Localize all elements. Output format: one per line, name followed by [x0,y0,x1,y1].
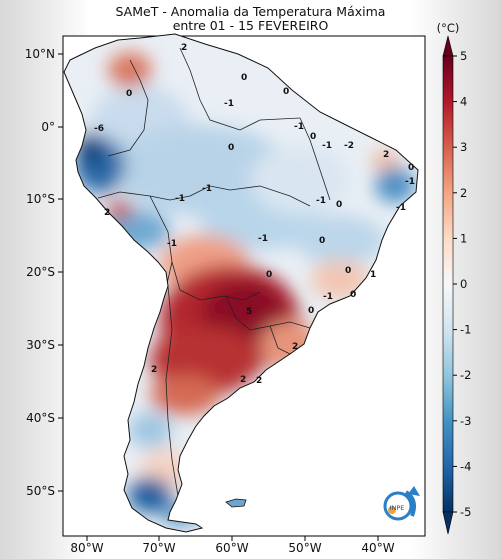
contour-label: 0 [283,87,289,97]
contour-labels: 2 0 -1 0 0 -6 -1 0 -1 -2 2 0 -1 -1 -1 0 … [94,43,415,386]
contour-label: -1 [167,239,177,249]
inpe-logo-text: INPE [390,504,405,512]
lon-tick-label: 40°W [361,541,394,555]
falkland-islands [225,498,247,508]
contour-label: 1 [370,270,376,280]
contour-label: -1 [396,203,406,213]
colorbar-tick-label: -2 [460,368,471,382]
lat-tick-label: 50°S [26,484,55,498]
contour-label: -1 [224,99,234,109]
contour-label: 0 [228,143,234,153]
colorbar-tick-label: 5 [460,49,467,63]
contour-label: -1 [258,234,268,244]
contour-label: -1 [316,196,326,206]
contour-label: 0 [308,306,314,316]
colorbar-gradient [442,55,454,513]
contour-label: 0 [345,266,351,276]
contour-label: -1 [294,122,304,132]
contour-label: -1 [175,194,185,204]
contour-label: 2 [181,43,187,53]
colorbar-tick-label: -4 [460,459,471,473]
colorbar-tick-label: -3 [460,414,471,428]
lat-tick-label: 0° [41,120,55,134]
colorbar-unit: (°C) [437,21,460,35]
lon-axis: 80°W 70°W 60°W 50°W 40°W [70,536,395,555]
colorbar-tick-label: 0 [460,277,467,291]
colorbar: (°C) 5 4 3 2 1 0 -1 -2 -3 -4 -5 [437,21,471,535]
colorbar-tick-label: 4 [460,95,467,109]
contour-label: 0 [241,73,247,83]
colorbar-tick-label: 3 [460,140,467,154]
contour-label: -1 [322,141,332,151]
colorbar-min-extend [442,511,454,535]
lat-tick-label: 30°S [26,338,55,352]
lat-tick-label: 20°S [26,265,55,279]
contour-label: 0 [126,89,132,99]
contour-label: 2 [240,375,246,385]
lon-tick-label: 50°W [288,541,321,555]
contour-label: -1 [405,177,415,187]
colorbar-max-extend [442,35,454,57]
colorbar-tick-label: 2 [460,186,467,200]
contour-label: 2 [292,342,298,352]
contour-label: 0 [310,132,316,142]
contour-label: 0 [336,200,342,210]
contour-label: 2 [151,365,157,375]
contour-label: 5 [246,307,252,317]
contour-label: -1 [202,184,212,194]
contour-label: 2 [383,150,389,160]
lon-tick-label: 80°W [70,541,103,555]
colorbar-tick-label: -5 [460,505,471,519]
country-borders [97,47,331,497]
colorbar-ticks: 5 4 3 2 1 0 -1 -2 -3 -4 -5 [453,49,471,519]
figure-subtitle: entre 01 - 15 FEVEREIRO [172,18,329,33]
lat-tick-label: 40°S [26,411,55,425]
contour-label: 2 [256,376,262,386]
lat-axis: 10°N 0° 10°S 20°S 30°S 40°S 50°S [25,47,63,498]
lon-tick-label: 70°W [142,541,175,555]
lon-tick-label: 60°W [215,541,248,555]
contour-label: 0 [319,236,325,246]
contour-label: 0 [266,270,272,280]
inpe-logo: INPE [383,486,420,521]
figure-title: SAMeT - Anomalia da Temperatura Máxima [115,4,386,19]
contour-label: -2 [344,141,354,151]
contour-label: -1 [323,292,333,302]
colorbar-tick-label: -1 [460,323,471,337]
colorbar-tick-label: 1 [460,231,467,245]
contour-label: 2 [104,208,110,218]
contour-label: -6 [94,124,104,134]
contour-label: 0 [350,290,356,300]
lat-tick-label: 10°N [25,47,55,61]
lat-tick-label: 10°S [26,192,55,206]
contour-label: 0 [408,163,414,173]
